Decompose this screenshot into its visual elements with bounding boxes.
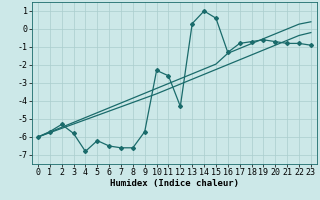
X-axis label: Humidex (Indice chaleur): Humidex (Indice chaleur): [110, 179, 239, 188]
